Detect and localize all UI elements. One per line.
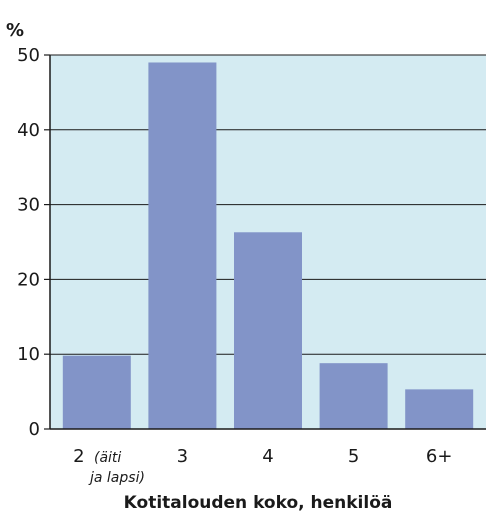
x-tick-labels: 2 3 4 5 6+ — [73, 446, 452, 467]
y-tick-label: 10 — [17, 344, 40, 365]
y-tick-label: 30 — [17, 195, 40, 216]
category-note-line2: ja lapsi) — [88, 470, 145, 486]
bar-4 — [234, 232, 302, 429]
bar-5 — [319, 363, 388, 429]
x-axis-label: Kotitalouden koko, henkilöä — [124, 493, 393, 513]
y-tick-label: 50 — [17, 45, 40, 66]
bars — [62, 62, 474, 429]
y-tick-label: 20 — [17, 269, 40, 290]
x-tick-label: 6+ — [426, 446, 453, 467]
y-tick-label: 40 — [17, 120, 40, 141]
x-tick-label: 2 — [73, 446, 84, 467]
y-tick-label: 0 — [29, 419, 40, 440]
y-axis-label: % — [6, 20, 24, 41]
axes — [49, 55, 486, 430]
x-tick-label: 5 — [348, 446, 359, 467]
bar-2 — [62, 355, 131, 429]
category-note-line1: (äiti — [94, 450, 121, 466]
y-tick-labels: 0 10 20 30 40 50 — [17, 45, 40, 440]
x-tick-label: 4 — [262, 446, 273, 467]
bar-6plus — [405, 389, 474, 429]
bar-3 — [148, 62, 217, 429]
x-tick-label: 3 — [177, 446, 188, 467]
